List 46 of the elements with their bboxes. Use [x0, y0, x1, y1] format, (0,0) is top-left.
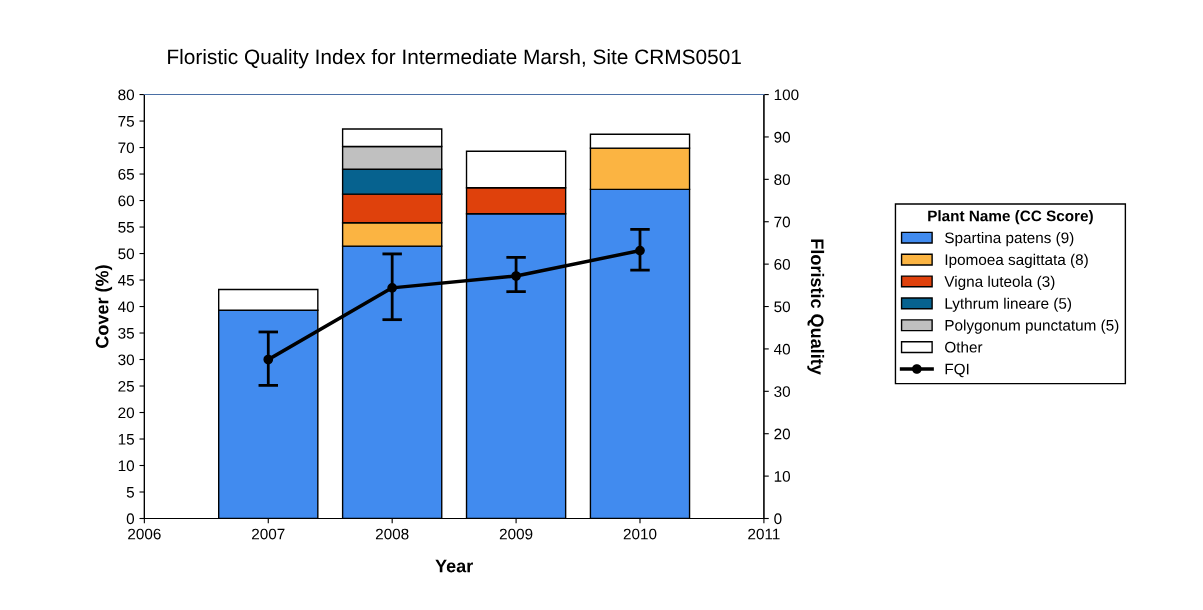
legend-label: Polygonum punctatum (5): [945, 319, 1119, 334]
y2-tick-label: 0: [774, 513, 782, 525]
x-tick-label: 2007: [252, 528, 285, 540]
legend-label: Lythrum lineare (5): [945, 297, 1072, 312]
y2-tick-label: 100: [774, 89, 799, 101]
y-tick-label: 55: [118, 222, 134, 233]
y-tick-label: 10: [118, 460, 135, 472]
legend-label: Other: [945, 341, 983, 353]
y2-tick-label: 10: [774, 470, 791, 482]
x-tick-label: 2009: [499, 528, 533, 540]
x-tick-label: 2006: [128, 528, 161, 540]
y2-tick-label: 70: [774, 216, 791, 228]
y-tick-label: 0: [126, 513, 135, 525]
y2-tick-label: 40: [773, 343, 791, 355]
y2-tick-label: 30: [774, 386, 791, 397]
y-tick-label: 75: [118, 116, 134, 127]
y-tick-label: 60: [118, 195, 135, 207]
y-tick-label: 50: [118, 248, 135, 260]
y-tick-label: 15: [118, 434, 134, 445]
y-tick-label: 80: [118, 89, 135, 101]
y-tick-label: 30: [118, 354, 135, 366]
y2-tick-label: 20: [774, 428, 791, 440]
x-tick-label: 2008: [375, 528, 409, 540]
y-tick-label: 70: [118, 142, 135, 154]
y-tick-label: 25: [118, 380, 134, 392]
y-tick-label: 65: [118, 168, 134, 180]
y-tick-label: 40: [118, 301, 135, 313]
legend-label: Spartina patens (9): [945, 231, 1074, 247]
y2-tick-label: 90: [774, 131, 791, 143]
legend-label: Ipomoea sagittata (8): [945, 253, 1088, 269]
x-tick-label: 2011: [748, 528, 780, 540]
y-tick-label: 20: [118, 407, 135, 419]
y-tick-label: 45: [118, 275, 134, 286]
chart-title: Floristic Quality Index for Intermediate Marsh, Site CRMS0501: [168, 48, 741, 69]
legend-title: Plant Name (CC Score): [928, 210, 1093, 225]
y-axis-title: Cover (%): [95, 265, 113, 348]
y2-tick-label: 80: [774, 174, 791, 186]
legend-label: Vigna luteola (3): [944, 275, 1055, 290]
legend-label: FQI: [945, 363, 969, 378]
y2-tick-label: 60: [774, 259, 791, 270]
x-axis-title: Year: [435, 559, 473, 573]
y-tick-label: 35: [118, 327, 134, 339]
y2-axis-title: Floristic Quality: [807, 239, 825, 375]
x-tick-label: 2010: [623, 528, 657, 540]
y-tick-label: 5: [126, 487, 134, 498]
y2-tick-label: 50: [774, 301, 791, 313]
